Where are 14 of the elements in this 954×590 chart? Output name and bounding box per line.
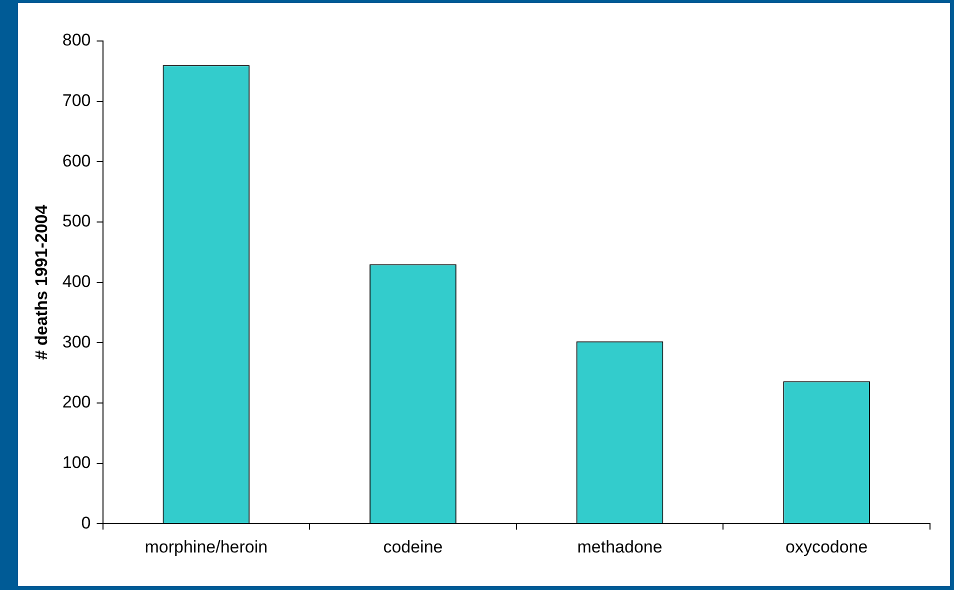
y-tick-label: 300 (62, 332, 91, 352)
y-tick-label: 500 (62, 212, 91, 231)
y-tick-label: 800 (62, 30, 91, 50)
x-tick-label: codeine (383, 537, 443, 556)
y-tick-label: 100 (62, 452, 91, 472)
x-tick-label: oxycodone (785, 537, 868, 556)
x-tick-label: methadone (577, 537, 662, 556)
y-tick-label: 200 (62, 392, 91, 412)
y-axis-title: # deaths 1991-2004 (32, 204, 51, 360)
x-tick-label: morphine/heroin (144, 537, 268, 556)
y-tick-label: 0 (81, 513, 91, 532)
y-tick-label: 600 (62, 151, 91, 170)
y-tick-label: 700 (62, 91, 91, 110)
y-tick-label: 400 (62, 272, 91, 291)
